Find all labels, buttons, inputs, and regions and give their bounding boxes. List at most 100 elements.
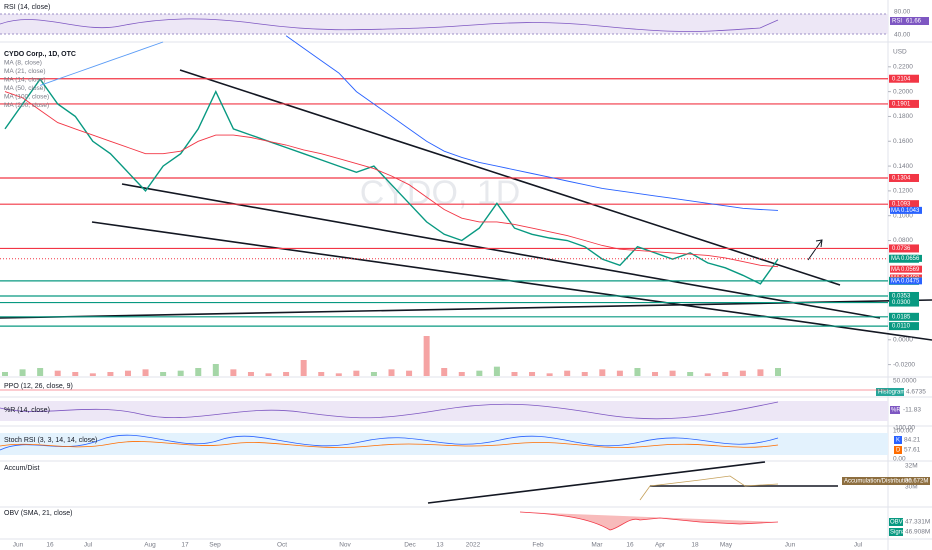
stoch-d-box — [894, 446, 902, 454]
volume-bar — [353, 370, 360, 376]
volume-bar — [283, 372, 290, 376]
resistance-line-tag: 0.1901 — [892, 101, 911, 107]
resistance-line-tag-box — [889, 200, 919, 209]
y-tick-label: -0.0200 — [893, 361, 915, 368]
volume-bar — [458, 372, 465, 376]
resistance-line-tag-box — [889, 99, 919, 108]
volume-bar — [388, 369, 395, 376]
y-tick-label: 0.2000 — [893, 88, 913, 95]
x-tick-label: 17 — [181, 542, 189, 549]
volume-bar — [581, 372, 588, 376]
y-tick-label: 0.0000 — [893, 336, 913, 343]
volume-bar — [687, 372, 694, 376]
rsi-tag-box — [890, 17, 903, 25]
resistance-line-tag: 0.0736 — [892, 246, 911, 252]
accum-tag: Accumulation/Distribution — [844, 479, 912, 485]
volume-bar — [634, 368, 641, 376]
support-line-tag: 0.0185 — [892, 314, 911, 320]
volume-bar — [124, 370, 131, 376]
volume-bar — [722, 372, 729, 376]
obv-signal: Signal — [890, 530, 907, 536]
obv-signal-box — [889, 528, 903, 536]
x-tick-label: Sep — [209, 542, 221, 549]
volume-bar — [423, 336, 430, 376]
ma-tag-name: MA — [891, 278, 900, 284]
obv-value: 47.331M — [905, 519, 930, 526]
x-tick-label: Apr — [655, 542, 666, 549]
volume-bar — [564, 370, 571, 376]
volume-bar — [599, 369, 606, 376]
x-tick-label: Dec — [404, 542, 416, 549]
x-tick-label: 2022 — [466, 542, 481, 549]
wr-tag: %R — [891, 408, 901, 414]
volume-bar — [54, 370, 61, 376]
wr-tag-box — [890, 406, 900, 414]
stoch-d — [0, 441, 779, 448]
y-tick-label: 0.1800 — [893, 113, 913, 120]
volume-bar — [89, 373, 96, 376]
ma-tag-value: 0.0475 — [901, 278, 920, 284]
stoch-tick: 0.00 — [893, 456, 906, 463]
support-line-tag-box — [889, 291, 919, 300]
accum-line — [639, 475, 779, 501]
legend-entry: MA (21, close) — [4, 68, 46, 75]
stoch-title: Stoch RSI (3, 3, 14, 14, close) — [4, 437, 97, 444]
volume-bar — [19, 369, 26, 376]
x-tick-label: Aug — [144, 542, 156, 549]
x-tick-label: Jun — [785, 542, 796, 549]
arrow — [807, 239, 823, 261]
obv-signal-value: 46.908M — [905, 529, 930, 536]
volume-bar — [441, 368, 448, 376]
stoch-k-value: 84.21 — [904, 437, 921, 444]
rsi-value-box — [903, 17, 929, 25]
stoch-k: K — [896, 438, 900, 444]
support-line-tag-box — [889, 312, 919, 321]
ma-tag-name: MA — [891, 267, 900, 273]
volume-bar — [247, 372, 254, 376]
stoch-band — [0, 433, 888, 455]
ppo-tag-box — [876, 388, 904, 396]
volume-bar — [2, 372, 8, 376]
y-tick-label: 0.1200 — [893, 188, 913, 195]
resistance-line-tag-box — [889, 74, 919, 83]
ma-tag-name: MA — [891, 208, 900, 214]
x-tick-label: 18 — [691, 542, 699, 549]
y-tick-label: 0.1400 — [893, 163, 913, 170]
rsi-line — [0, 18, 779, 32]
volume-bar — [195, 368, 202, 376]
stoch-d: D — [896, 448, 901, 454]
volume-bar — [493, 366, 500, 376]
obv-title: OBV (SMA, 21, close) — [4, 510, 72, 517]
x-tick-label: 16 — [46, 542, 54, 549]
x-tick-label: Feb — [532, 542, 544, 549]
ma-tag-value: 0.1043 — [901, 208, 920, 214]
support-line-tag-box — [889, 298, 919, 307]
volume-bar — [370, 372, 377, 376]
resistance-line-tag: 0.1304 — [892, 176, 911, 182]
volume-bar — [142, 369, 149, 376]
volume-bar — [37, 368, 44, 376]
wr-tick: -100.00 — [893, 425, 915, 432]
ma-tag-box — [890, 206, 922, 214]
x-tick-label: Mar — [591, 542, 603, 549]
ppo-value: 4.6735 — [906, 389, 926, 396]
y-tick-label: 0.0800 — [893, 237, 913, 244]
ma-tag-box — [890, 277, 922, 285]
rsi-tag: RSI — [892, 19, 902, 25]
legend-entry: MA (14, close) — [4, 77, 46, 84]
rsi-title: RSI (14, close) — [4, 4, 50, 11]
resistance-line-tag-box — [889, 173, 919, 182]
y-tick-label: 0.1000 — [893, 212, 913, 219]
support-line-tag: 0.0300 — [892, 300, 911, 306]
accum-tag-box — [842, 477, 930, 485]
resistance-line-tag: 0.1093 — [892, 202, 911, 208]
support-line-tag: 0.0110 — [892, 324, 911, 330]
y-tick-label: 0.1600 — [893, 138, 913, 145]
legend-entry: MA (200, close) — [4, 102, 49, 109]
volume-bar — [616, 370, 623, 376]
rsi-tick: 40.00 — [894, 32, 911, 39]
ppo-title: PPO (12, 26, close, 9) — [4, 383, 73, 390]
volume-bar — [177, 370, 184, 376]
ma-tag-value: 0.0569 — [901, 267, 920, 273]
wr-title: %R (14, close) — [4, 407, 50, 414]
